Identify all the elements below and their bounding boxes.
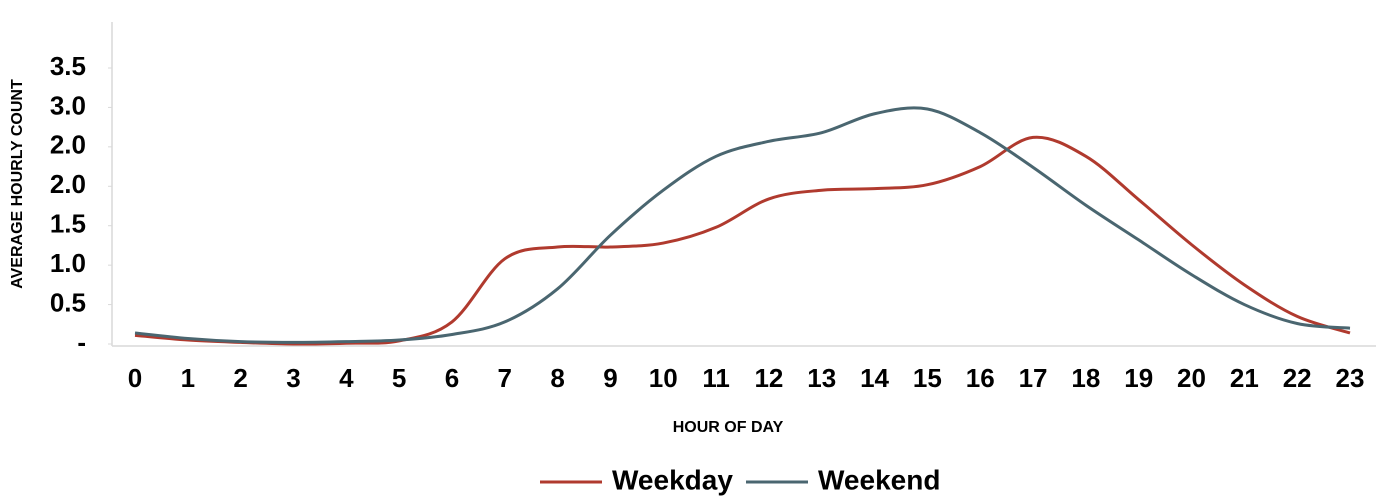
x-axis-title: HOUR OF DAY	[673, 419, 784, 436]
y-tick-label: 3.5	[50, 51, 86, 81]
x-tick-label: 6	[445, 363, 459, 393]
y-tick-label: 1.0	[50, 248, 86, 278]
y-tick-label: 1.5	[50, 209, 86, 239]
x-tick-label: 18	[1071, 363, 1100, 393]
x-tick-label: 14	[860, 363, 889, 393]
y-axis-title: AVERAGE HOURLY COUNT	[9, 79, 26, 289]
x-tick-label: 3	[286, 363, 300, 393]
x-tick-label: 8	[550, 363, 564, 393]
x-tick-label: 21	[1230, 363, 1259, 393]
y-tick-label: 2.0	[50, 130, 86, 160]
x-tick-label: 9	[603, 363, 617, 393]
x-tick-label: 10	[649, 363, 678, 393]
legend-label: Weekday	[612, 464, 733, 495]
x-tick-label: 16	[966, 363, 995, 393]
x-tick-label: 7	[498, 363, 512, 393]
x-tick-label: 13	[807, 363, 836, 393]
y-tick-label: 2.0	[50, 169, 86, 199]
x-tick-label: 19	[1124, 363, 1153, 393]
series-line	[134, 106, 1351, 344]
x-tick-label: 12	[754, 363, 783, 393]
series-line	[134, 135, 1351, 346]
y-tick-label: 3.0	[50, 90, 86, 120]
x-tick-label: 2	[233, 363, 247, 393]
x-tick-label: 11	[702, 363, 730, 393]
x-tick-label: 20	[1177, 363, 1206, 393]
x-tick-label: 23	[1336, 363, 1365, 393]
x-tick-label: 1	[181, 363, 195, 393]
x-tick-label: 5	[392, 363, 406, 393]
y-tick-label: 0.5	[50, 287, 86, 317]
y-tick-label: -	[77, 327, 86, 357]
legend-label: Weekend	[818, 464, 940, 495]
x-tick-label: 17	[1019, 363, 1048, 393]
x-tick-label: 0	[128, 363, 142, 393]
x-tick-label: 15	[913, 363, 942, 393]
x-tick-label: 4	[339, 363, 354, 393]
x-tick-label: 22	[1283, 363, 1312, 393]
